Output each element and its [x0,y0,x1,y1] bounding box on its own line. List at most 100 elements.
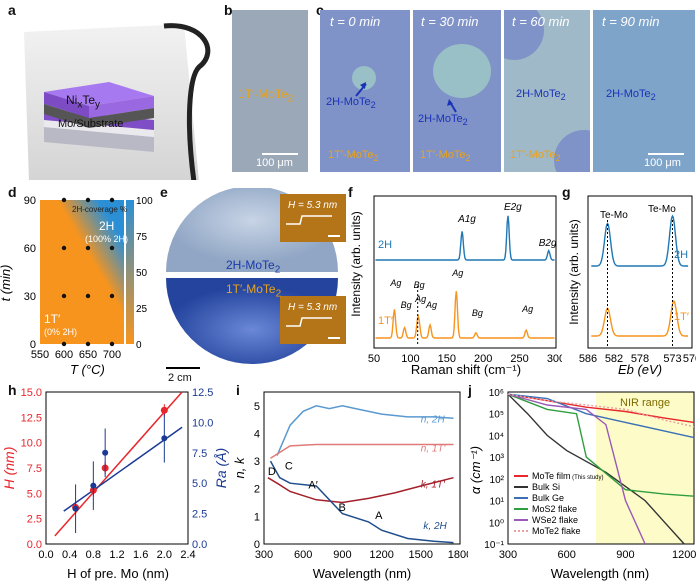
i-xlabel: Wavelength (nm) [313,566,412,581]
d-point [61,245,67,251]
d-point [85,245,91,251]
d-ylabel: t (min) [0,265,13,302]
colorbar [126,200,134,344]
d-point [109,197,115,203]
i-xtick: 600 [294,549,312,561]
j-xtick: 900 [616,549,634,561]
j-ylabel: α (cm⁻¹) [468,446,483,494]
g-xtick: 578 [631,353,649,365]
cbar-tick: 25 [136,304,148,315]
f-series-2h [375,215,555,261]
g-ann-2: Te-Mo [648,204,676,215]
d-xlabel: T (°C) [70,362,105,377]
layer-label-substrate: Mo/Substrate [58,118,124,130]
time-c-60: t = 60 min [512,14,570,29]
panel-label-d: d [8,184,17,200]
f-peak: B2g [539,238,557,249]
layer-label-nixtey: NixTey [66,93,101,111]
h-ytick: 10.0 [21,438,42,450]
d-ytick: 90 [24,195,36,207]
f-peak: Bg [472,308,483,318]
h-ytick: 12.5 [21,412,42,424]
d-point [109,341,115,347]
j-xtick: 600 [558,549,576,561]
f-series-1t [375,291,555,339]
f-xtick: 150 [438,353,456,365]
j-legend-note: (This study) [571,475,604,481]
time-c-0: t = 0 min [330,14,381,29]
j-series [507,393,695,428]
j-series [507,393,685,545]
h-xtick: 0.4 [62,549,77,561]
micro-c-90 [593,10,695,172]
g-xtick: 573 [663,353,681,365]
d-point [85,197,91,203]
nir-label: NIR range [620,397,670,409]
scale-bar-c [648,153,684,155]
d-ann-1t-sub: (0% 2H) [44,327,77,337]
j-ytick: 10³ [490,453,505,464]
i-annotation: D [268,466,276,478]
c30-2h-label: 2H-MoTe2 [418,113,468,128]
f-xlabel: Raman shift (cm⁻¹) [411,362,521,377]
f-peak: Bg [414,280,425,290]
f-peak: Ag [521,304,533,314]
h-fit-blue [63,426,183,512]
d-point [85,341,91,347]
i-annotation: A′ [308,480,317,492]
i-legend: k, 2H [423,521,447,532]
h-point-blue [161,435,168,442]
j-legend-text: Bulk Ge [532,493,564,503]
j-ytick: 10⁻¹ [484,540,504,551]
h-y2label: Ra (Å) [213,448,229,488]
i-legend: n, 2H [421,414,446,425]
h-xtick: 0.0 [38,549,53,561]
f-xtick: 50 [368,353,380,365]
h-ylabel: H (nm) [1,447,17,490]
cbar-tick: 100 [136,196,153,207]
d-point [61,341,67,347]
chart-g: 586 582 578 573570 Intensity (arb. units) E… [567,195,696,377]
d-xtick: 650 [79,349,97,361]
afm-top-label: H = 5.3 nm [288,200,338,211]
time-c-90: t = 90 min [602,14,660,29]
cbar-tick: 0 [136,340,142,351]
f-peak: Ag [414,294,426,304]
h-ytick: 15.0 [21,387,42,399]
d-ann-1t: 1T′ [44,312,61,326]
i-xtick: 900 [333,549,351,561]
j-legend-text: Bulk Si [532,482,560,492]
c60-2h-label: 2H-MoTe2 [516,88,566,103]
h-xtick: 2.0 [157,549,172,561]
i-ytick: 0 [254,539,260,551]
i-ytick: 3 [254,456,260,468]
i-annotation: B [338,502,345,514]
heatmap-area [40,200,124,344]
micro-c-60 [504,10,590,172]
d-point [109,293,115,299]
j-legend-text: WSe2 flake [532,515,578,525]
f-xtick: 250 [510,353,528,365]
i-series [267,476,454,504]
g-series-2h [591,214,689,267]
g-xlabel: Eb (eV) [618,362,662,377]
f-peak: A1g [457,214,476,225]
j-legend-text: MoTe film (This study) [532,471,604,481]
g-ann-1: Te-Mo [600,210,628,221]
g-xtick: 586 [579,353,597,365]
j-ytick: 10⁰ [489,518,504,529]
f-legend-1t: 1T′ [378,315,393,327]
d-xtick: 700 [103,349,121,361]
d-ann-2h: 2H [99,219,114,233]
h-xtick: 1.2 [109,549,124,561]
j-xlabel: Wavelength (nm) [551,566,650,581]
h-y2tick: 7.5 [192,448,207,460]
scale-text-b: 100 μm [256,157,293,169]
h-y2tick: 5.0 [192,478,207,490]
i-series [276,405,454,456]
j-xtick: 1200 [672,549,696,561]
d-ytick: 30 [24,291,36,303]
